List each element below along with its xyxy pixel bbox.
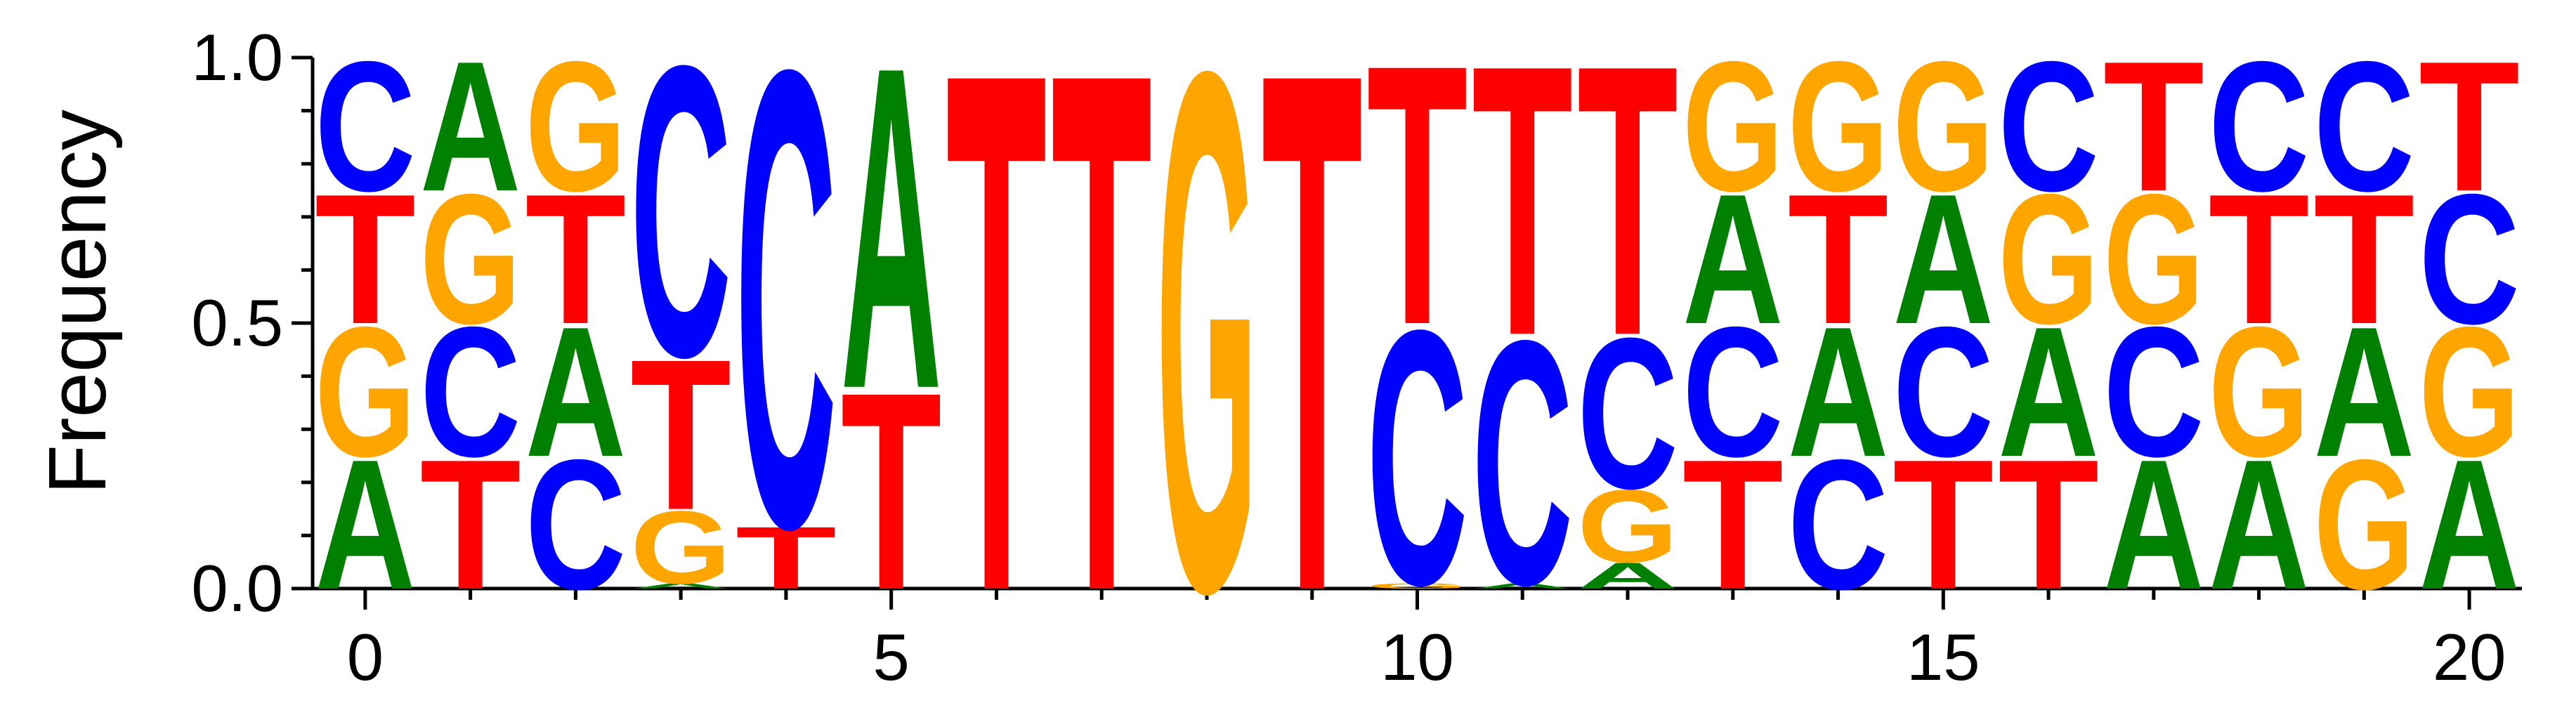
logo-letter-t-pos-1: T (420, 421, 521, 628)
logo-letter-c-pos-18: C (2209, 22, 2310, 230)
logo-letter-c-pos-19: C (2313, 22, 2414, 230)
logo-letter-g-pos-17: G (2103, 157, 2204, 363)
logo-letter-t-pos-9: T (1262, 0, 1363, 722)
logo-letter-g-pos-10: G (1367, 582, 1468, 590)
logo-letter-t-pos-5: T (841, 333, 942, 648)
logo-letter-a-pos-15: A (1892, 155, 1994, 363)
logo-letter-c-pos-14: C (1788, 421, 1889, 629)
logo-letter-g-pos-15: G (1892, 24, 1994, 230)
logo-letter-t-pos-4: T (735, 508, 837, 608)
y-tick-label: 1.0 (191, 20, 283, 94)
logo-letter-t-pos-2: T (525, 155, 627, 362)
logo-letter-c-pos-16: C (1998, 22, 2099, 230)
logo-letter-a-pos-2: A (525, 288, 627, 496)
logo-letter-c-pos-3: C (630, 0, 731, 443)
logo-letter-g-pos-8: G (1156, 0, 1257, 722)
logo-letter-c-pos-4: C (735, 0, 837, 664)
logo-letter-a-pos-1: A (420, 22, 521, 230)
logo-letter-t-pos-19: T (2313, 155, 2414, 362)
logo-letter-g-pos-18: G (2209, 289, 2310, 496)
logo-letter-a-pos-18: A (2209, 421, 2310, 629)
x-tick-label: 15 (1907, 620, 1980, 694)
logo-letter-g-pos-3: G (630, 490, 731, 605)
logo-letter-c-pos-0: C (315, 22, 416, 230)
logo-letter-t-pos-0: T (315, 155, 416, 362)
logo-letter-c-pos-1: C (420, 288, 521, 496)
logo-letter-t-pos-15: T (1892, 421, 1994, 628)
logo-letter-t-pos-17: T (2103, 22, 2204, 230)
x-tick-label: 0 (347, 620, 384, 694)
logo-letter-t-pos-20: T (2419, 22, 2520, 230)
logo-letter-g-pos-19: G (2313, 422, 2414, 629)
logo-letter-t-pos-10: T (1367, 0, 1468, 402)
logo-letter-g-pos-20: G (2419, 289, 2520, 496)
x-tick-label: 5 (873, 620, 910, 694)
logo-letter-t-pos-18: T (2209, 155, 2310, 362)
logo-letter-a-pos-0: A (315, 421, 416, 629)
logo-letter-c-pos-17: C (2103, 288, 2204, 496)
logo-letter-c-pos-12: C (1577, 293, 1678, 534)
logo-letter-t-pos-14: T (1788, 155, 1889, 362)
logo-letter-c-pos-20: C (2419, 155, 2520, 363)
logo-letter-g-pos-12: G (1577, 469, 1678, 584)
x-tick-label: 10 (1380, 620, 1454, 694)
logo-letter-a-pos-3: A (630, 582, 731, 590)
logo-letter-t-pos-12: T (1577, 0, 1678, 416)
logo-letter-t-pos-16: T (1998, 421, 2099, 628)
logo-letter-g-pos-2: G (525, 24, 627, 230)
logo-letter-a-pos-17: A (2103, 421, 2204, 629)
logo-letter-c-pos-11: C (1472, 269, 1573, 658)
logo-letter-a-pos-11: A (1472, 582, 1573, 590)
logo-letter-c-pos-10: C (1367, 255, 1468, 661)
logo-letter-g-pos-14: G (1788, 24, 1889, 230)
logo-letter-a-pos-20: A (2419, 421, 2520, 629)
logo-letter-c-pos-15: C (1892, 288, 1994, 496)
logo-letter-a-pos-12: A (1577, 555, 1678, 596)
logo-letter-g-pos-1: G (420, 157, 521, 363)
y-tick-label: 0.0 (191, 551, 283, 625)
logo-letter-c-pos-13: C (1682, 288, 1784, 496)
logo-letter-g-pos-0: G (315, 289, 416, 496)
logo-letter-a-pos-16: A (1998, 288, 2099, 496)
y-tick-label: 0.5 (191, 286, 283, 360)
x-tick-label: 20 (2433, 620, 2506, 694)
logo-letter-t-pos-13: T (1682, 421, 1784, 628)
logo-letter-t-pos-6: T (946, 0, 1047, 722)
logo-letter-c-pos-2: C (525, 421, 627, 629)
logo-letter-t-pos-11: T (1472, 0, 1573, 416)
logo-letter-a-pos-13: A (1682, 155, 1784, 363)
logo-letter-t-pos-3: T (630, 315, 731, 555)
x-axis: 0 5 10 15 20 (313, 586, 2522, 694)
logo-letter-g-pos-13: G (1682, 24, 1784, 230)
logo-letter-a-pos-19: A (2313, 288, 2414, 496)
logo-letter-t-pos-7: T (1051, 0, 1152, 722)
y-axis-label: Frequency (32, 110, 123, 494)
logo-letter-a-pos-14: A (1788, 288, 1889, 496)
y-axis: 0.0 0.5 1.0 (191, 20, 315, 625)
logo-letter-a-pos-5: A (841, 0, 942, 485)
logo-letter-g-pos-16: G (1998, 157, 2099, 363)
